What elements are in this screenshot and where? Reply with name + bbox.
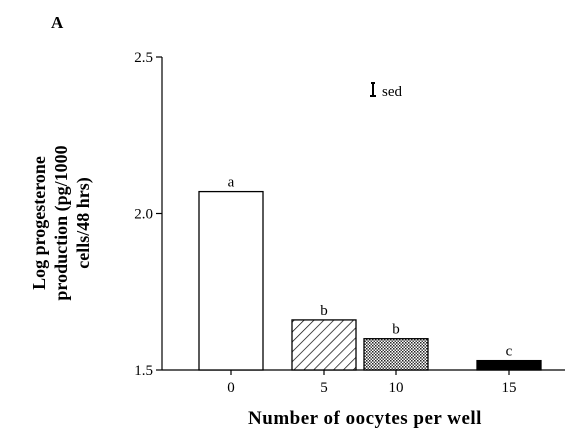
ticks: 1.5 2.0 2.5 [134,50,162,379]
bar-0 [198,190,264,371]
error-bar-icon [370,82,376,97]
y-axis-label-line: cells/48 hrs) [73,177,94,269]
bar-10 [363,338,429,371]
bar-15 [476,359,542,371]
significance-letter: b [392,322,400,338]
significance-letter: a [228,175,235,191]
x-tick-label: 15 [502,380,517,396]
legend-label: sed [382,84,402,100]
significance-letter: b [320,303,328,319]
x-axis-label: Number of oocytes per well [248,408,482,429]
bars: a 0 b 5 b 10 c 15 [198,175,542,396]
x-tick-label: 5 [320,380,328,396]
y-axis-label-line: Log progesterone [29,156,49,290]
legend: sed [370,82,402,100]
x-tick-label: 10 [389,380,404,396]
y-axis-label-line: production (pg/1000 [51,145,72,300]
y-tick-label: 2.5 [134,50,153,66]
y-axis-label: Log progesterone production (pg/1000 cel… [29,145,94,300]
panel-label: A [51,13,64,32]
y-tick-label: 2.0 [134,207,153,223]
bar-5 [291,319,357,371]
significance-letter: c [506,344,513,360]
x-tick-label: 0 [227,380,235,396]
y-tick-label: 1.5 [134,363,153,379]
